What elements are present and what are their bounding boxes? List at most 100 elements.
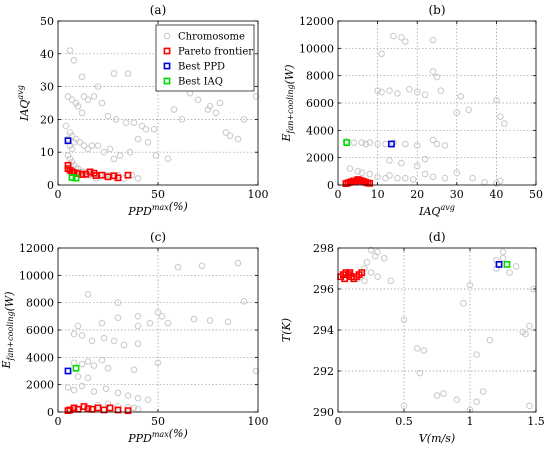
data-point (358, 269, 366, 276)
data-point (402, 38, 409, 45)
data-point (68, 145, 76, 153)
data-point (386, 157, 393, 164)
y-tick-label: 294 (313, 324, 334, 337)
data-point (70, 330, 78, 338)
data-point (400, 402, 408, 410)
data-point (493, 96, 500, 104)
x-tick-label: 100 (248, 188, 269, 201)
legend: Chromosome Pareto frontier Best PPD Best IA… (155, 24, 255, 92)
series-chromosome (64, 259, 260, 413)
x-axis-label: PPDmax(%) (127, 427, 188, 445)
data-point (413, 345, 421, 352)
x-tick-label: 10 (371, 188, 385, 201)
x-tick-label: 0 (335, 188, 342, 201)
data-point (398, 34, 405, 41)
data-point (387, 277, 395, 285)
data-point (74, 102, 82, 110)
series-pareto-frontier (342, 176, 374, 188)
y-tick-label: 40 (40, 48, 54, 61)
y-tick-label: 0 (47, 179, 54, 192)
legend-marker (163, 62, 171, 70)
data-point (78, 332, 86, 339)
data-point (252, 367, 260, 375)
y-tick-label: 2000 (26, 379, 54, 392)
data-point (152, 152, 160, 159)
data-point (398, 159, 405, 167)
data-point (433, 392, 441, 399)
data-point (64, 367, 72, 375)
data-point (178, 116, 186, 123)
y-axis-label: T(K) (280, 318, 293, 342)
data-point (224, 318, 232, 326)
data-point (80, 93, 88, 100)
data-point (134, 322, 142, 330)
data-point (234, 259, 242, 267)
x-tick-label: 40 (489, 188, 503, 201)
y-axis-label: Efan+cooling(W) (280, 64, 296, 142)
panel-1: 0 50 100 0 10 20 30 40 50 (a) PPDmax(%) IAQavg Chrom… (16, 3, 269, 218)
data-point (465, 106, 472, 114)
data-point (94, 404, 102, 412)
data-point (72, 174, 80, 182)
data-point (84, 145, 92, 153)
series-best-ppd (64, 367, 72, 375)
data-point (526, 402, 533, 410)
data-point (78, 171, 86, 178)
data-point (413, 88, 421, 96)
data-point (158, 313, 166, 320)
data-point (512, 263, 520, 270)
data-point (374, 87, 381, 94)
data-point (453, 396, 461, 404)
data-point (124, 407, 132, 415)
data-point (204, 106, 212, 113)
x-tick-label: 0 (335, 415, 342, 428)
data-point (126, 148, 134, 156)
data-point (343, 139, 351, 147)
data-point (252, 93, 260, 100)
data-point (84, 291, 92, 298)
data-point (74, 373, 82, 380)
data-point (388, 140, 395, 148)
data-point (134, 395, 142, 402)
y-tick-label: 30 (40, 81, 54, 94)
data-point (66, 155, 74, 163)
data-point (94, 83, 102, 90)
data-point (409, 176, 417, 183)
series-best-iaq (343, 139, 351, 147)
data-point (405, 86, 413, 93)
data-point (497, 113, 504, 120)
panel-label: (a) (150, 3, 167, 17)
data-point (234, 135, 242, 143)
data-point (206, 102, 214, 110)
y-tick-label: 10000 (19, 269, 54, 282)
data-point (78, 382, 86, 390)
y-tick-label: 290 (313, 406, 334, 419)
data-point (110, 155, 118, 163)
data-point (98, 171, 106, 179)
data-point (466, 406, 474, 414)
data-point (420, 347, 428, 354)
x-tick-label: 0 (55, 188, 62, 201)
y-tick-label: 20 (40, 113, 54, 126)
data-point (170, 106, 178, 113)
data-point (68, 174, 76, 181)
data-point (390, 32, 397, 40)
panel-label: (c) (150, 230, 166, 244)
y-tick-label: 0 (47, 406, 54, 419)
data-point (90, 362, 98, 369)
x-tick-label: 50 (151, 188, 165, 201)
data-point (473, 351, 480, 358)
data-point (72, 364, 80, 372)
panel-4: 0 0.5 1 1.5 290 292 294 296 298 (d) V(m/s) T(K) (280, 230, 545, 445)
x-tick-label: 20 (410, 188, 424, 201)
x-tick-label: 1.5 (527, 415, 545, 428)
data-point (469, 174, 476, 182)
data-point (104, 173, 112, 181)
data-point (98, 356, 106, 364)
data-point (66, 47, 74, 54)
data-point (457, 92, 465, 100)
data-point (84, 405, 92, 412)
panel-label: (b) (428, 3, 445, 17)
data-point (441, 174, 449, 182)
data-point (68, 132, 76, 140)
